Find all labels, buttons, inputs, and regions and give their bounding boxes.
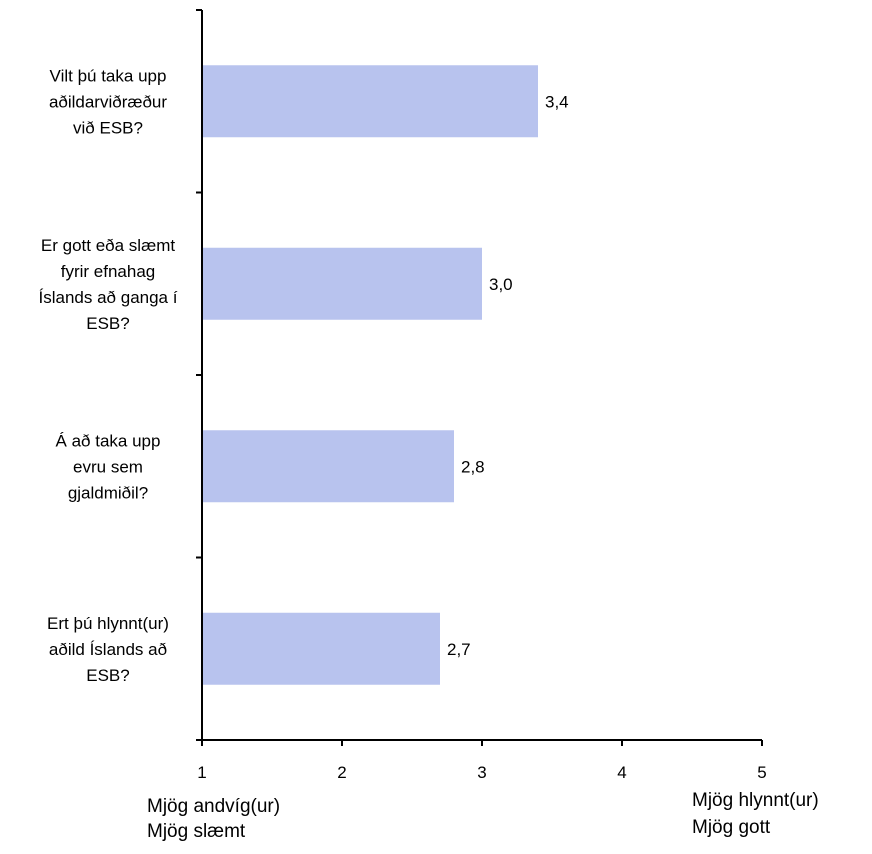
bar-3 [202,430,454,503]
bar-2 [202,247,482,320]
category-label-1-line-3: við ESB? [73,118,143,137]
x-tick-label-5: 5 [757,763,766,782]
x-axis-low-label-2: Mjög slæmt [147,821,246,842]
x-tick-label-2: 2 [337,763,346,782]
category-label-3-line-1: Á að taka upp [56,431,161,450]
x-axis-high-label-2: Mjög gott [692,817,771,838]
data-label-3: 2,8 [461,457,485,476]
category-label-2-line-2: fyrir efnahag [61,262,156,281]
category-label-2-line-1: Er gott eða slæmt [41,236,175,255]
data-label-4: 2,7 [447,640,471,659]
category-label-4-line-2: aðild Íslands að [49,640,167,659]
category-label-3-line-3: gjaldmiðil? [68,483,148,502]
x-axis-low-label-1: Mjög andvíg(ur) [147,796,280,817]
bar-1 [202,65,538,138]
category-label-1-line-1: Vilt þú taka upp [50,66,167,85]
data-label-2: 3,0 [489,275,513,294]
x-tick-label-4: 4 [617,763,626,782]
x-axis-high-label-1: Mjög hlynnt(ur) [692,790,819,811]
category-label-4-line-1: Ert þú hlynnt(ur) [47,614,169,633]
bar-4 [202,612,440,685]
x-tick-label-1: 1 [197,763,206,782]
category-label-1-line-2: aðildarviðræður [49,92,167,111]
x-tick-label-3: 3 [477,763,486,782]
category-label-2-line-3: Íslands að ganga í [39,288,178,307]
category-label-4-line-3: ESB? [86,666,129,685]
data-label-1: 3,4 [545,92,569,111]
category-label-2-line-4: ESB? [86,314,129,333]
category-label-3-line-2: evru sem [73,457,143,476]
